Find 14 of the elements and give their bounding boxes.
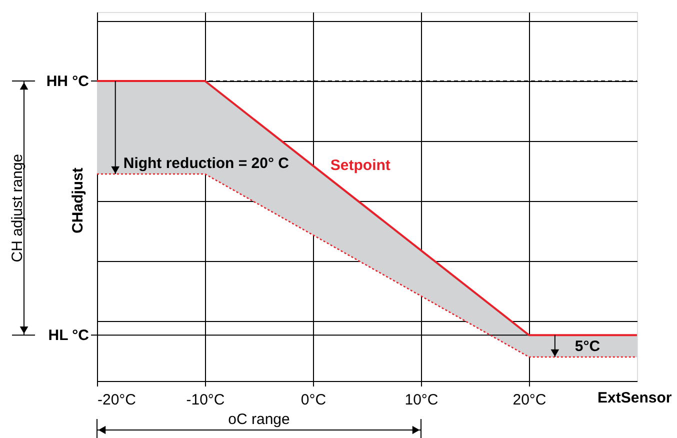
- x-tick-label: 20°C: [512, 392, 546, 408]
- text: oC range: [228, 411, 290, 428]
- x-tick-label: -20°C: [98, 392, 136, 408]
- x-tick-label: -10°C: [186, 392, 225, 408]
- x-tick-label: 10°C: [404, 392, 438, 408]
- y-axis-title: CHadjust: [70, 168, 86, 234]
- x-tick-label: 0°C: [300, 392, 326, 408]
- text: CH adjust range: [9, 154, 26, 262]
- ref-line-label: HL °C: [48, 327, 90, 344]
- x-axis-title: ExtSensor: [598, 390, 672, 406]
- ref-line-label: HH °C: [46, 73, 90, 90]
- annotation: 5°C: [574, 338, 600, 355]
- series-label: Setpoint: [330, 156, 390, 174]
- annotation: Night reduction = 20° C: [123, 155, 290, 172]
